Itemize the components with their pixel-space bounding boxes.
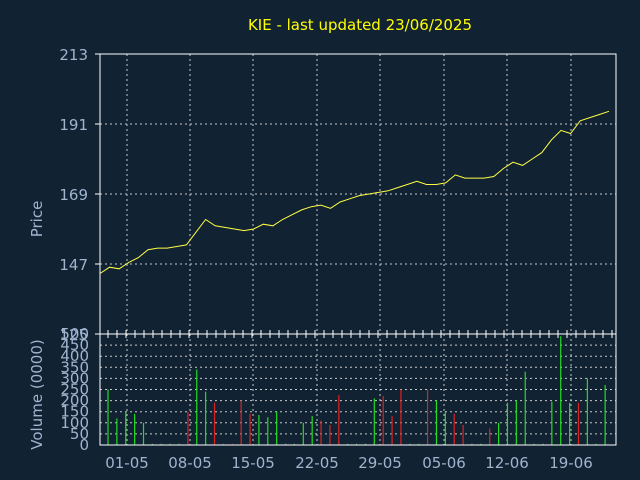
volume-tick-label: 400: [60, 347, 89, 365]
volume-tick-label: 250: [60, 381, 89, 399]
x-tick-label: 15-05: [231, 454, 275, 472]
volume-tick-label: 200: [60, 392, 89, 410]
volume-tick-label: 0: [79, 436, 89, 454]
x-tick-label: 12-06: [485, 454, 529, 472]
price-axis-label: Price: [28, 201, 46, 238]
price-line: [99, 110, 610, 274]
x-tick-label: 29-05: [358, 454, 402, 472]
price-tick-label: 191: [59, 116, 88, 134]
volume-tick-label: 50: [70, 425, 89, 443]
volume-frame: [99, 333, 617, 446]
x-tick-label: 01-05: [105, 454, 149, 472]
price-tick-label: 147: [59, 256, 88, 274]
volume-tick-label: 500: [60, 325, 89, 343]
chart-title: KIE - last updated 23/06/2025: [248, 16, 472, 34]
volume-tick-label: 350: [60, 358, 89, 376]
volume-tick-label: 150: [60, 403, 89, 421]
x-tick-label: 19-06: [549, 454, 593, 472]
price-tick-label: 169: [59, 186, 88, 204]
x-tick-label: 22-05: [295, 454, 339, 472]
volume-tick-label: 450: [60, 336, 89, 354]
x-tick-label: 05-06: [422, 454, 466, 472]
volume-axis-label: Volume (0000): [28, 339, 46, 449]
volume-tick-label: 100: [60, 414, 89, 432]
price-tick-label: 125: [59, 326, 88, 344]
volume-tick-label: 300: [60, 369, 89, 387]
x-tick-label: 08-05: [168, 454, 212, 472]
price-tick-label: 213: [59, 46, 88, 64]
